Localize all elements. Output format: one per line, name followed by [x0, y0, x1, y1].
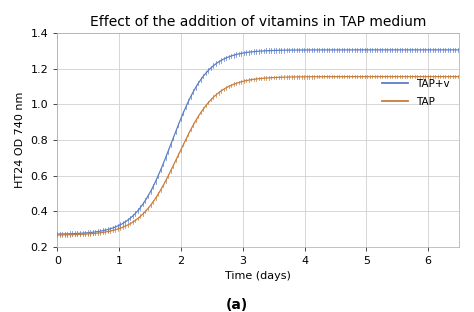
Legend: TAP+v, TAP: TAP+v, TAP	[377, 75, 454, 111]
Y-axis label: HT24 OD 740 nm: HT24 OD 740 nm	[15, 92, 25, 188]
Text: (a): (a)	[226, 298, 248, 312]
X-axis label: Time (days): Time (days)	[225, 271, 291, 281]
Title: Effect of the addition of vitamins in TAP medium: Effect of the addition of vitamins in TA…	[90, 15, 426, 29]
